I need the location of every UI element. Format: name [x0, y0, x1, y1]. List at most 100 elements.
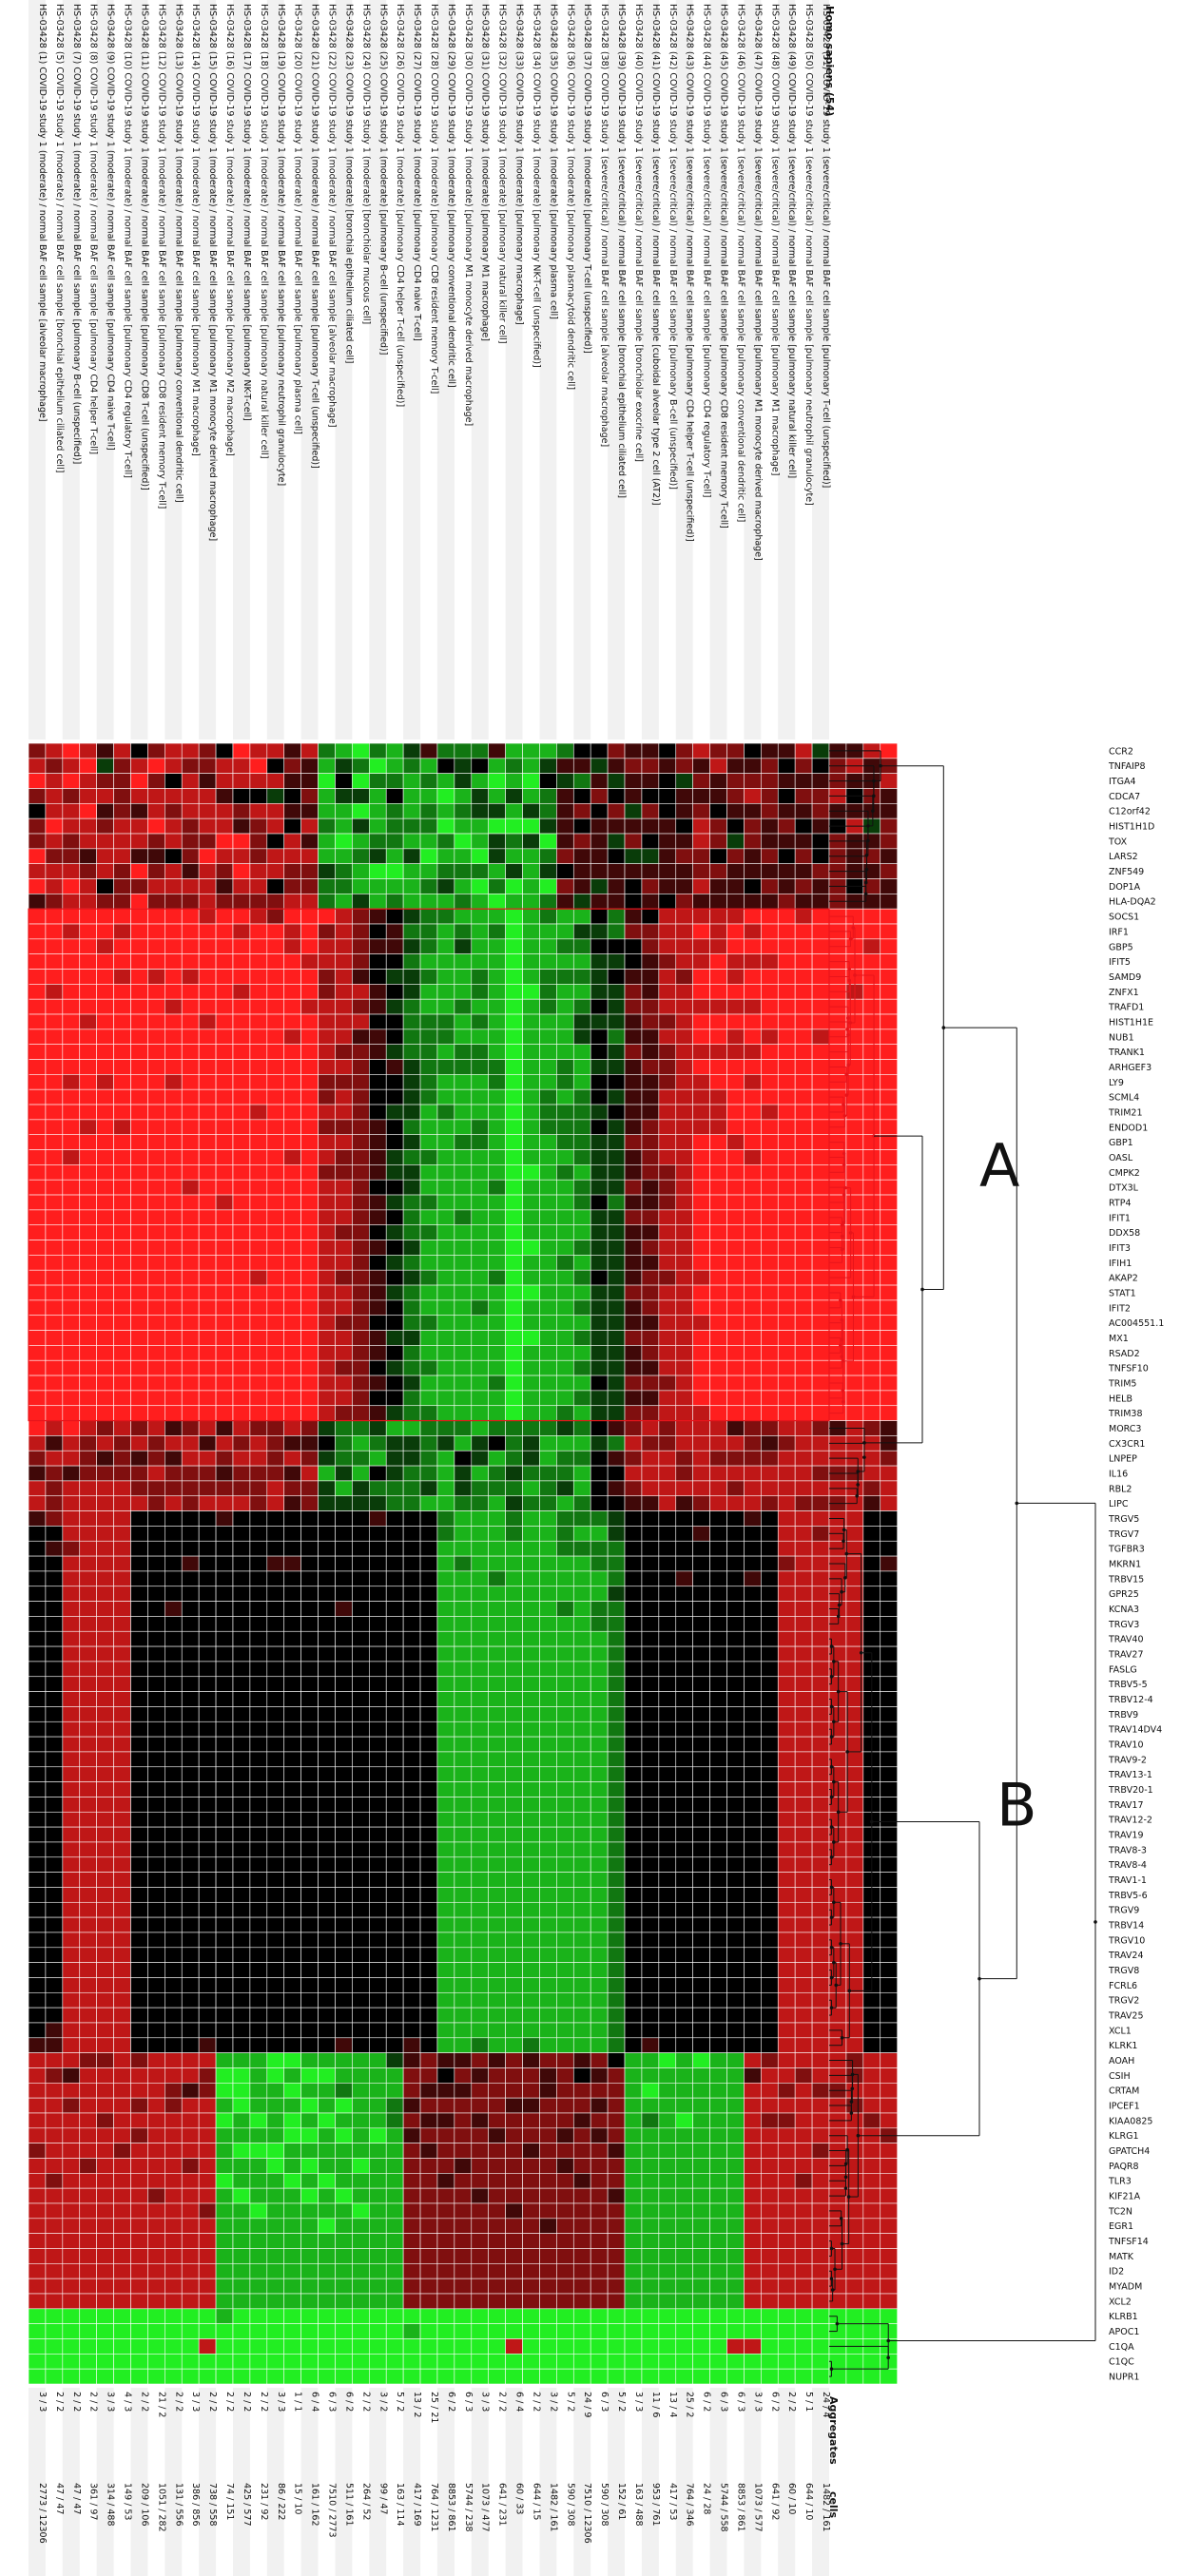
heatmap-cell — [454, 742, 473, 759]
heatmap-cell — [607, 1345, 626, 1361]
heatmap-cell — [181, 1887, 200, 1903]
heatmap-cell — [624, 1209, 643, 1226]
heatmap-cell — [419, 1495, 438, 1511]
heatmap-cell — [777, 1495, 796, 1511]
heatmap-cell — [488, 1616, 506, 1632]
heatmap-cell — [777, 1676, 796, 1692]
heatmap-cell — [130, 1149, 148, 1165]
heatmap-cell — [811, 1028, 830, 1045]
heatmap-cell — [675, 1074, 693, 1090]
heatmap-cell — [368, 1480, 387, 1497]
heatmap-cell — [113, 1164, 131, 1181]
heatmap-cell — [165, 1797, 183, 1813]
heatmap-cell — [709, 833, 727, 850]
heatmap-cell — [283, 788, 301, 804]
heatmap-cell — [556, 1495, 574, 1511]
heatmap-cell — [726, 2007, 745, 2024]
heatmap-cell — [761, 848, 779, 864]
heatmap-cell — [419, 1179, 438, 1196]
heatmap-cell — [658, 2052, 677, 2068]
heatmap-cell — [709, 1916, 727, 1933]
heatmap-cell — [352, 1872, 370, 1888]
heatmap-cell — [147, 1510, 165, 1527]
heatmap-cell — [402, 1570, 421, 1587]
heatmap-cell — [62, 1375, 81, 1392]
heatmap-cell — [402, 1074, 421, 1090]
heatmap-cell — [402, 984, 421, 1000]
column-label: HS-03428 (7) COVID-19 study 1 (moderate)… — [71, 4, 82, 464]
heatmap-cell — [147, 1841, 165, 1858]
heatmap-cell — [28, 984, 47, 1000]
heatmap-cell — [744, 1465, 762, 1482]
heatmap-cell — [130, 1586, 148, 1602]
heatmap-cell — [744, 1826, 762, 1843]
heatmap-cell — [471, 2007, 490, 2024]
heatmap-cell — [28, 1088, 47, 1105]
heatmap-cell — [368, 1977, 387, 1993]
heatmap-cell — [641, 1991, 660, 2009]
heatmap-cell — [318, 1209, 336, 1226]
heatmap-cell — [675, 1947, 693, 1963]
heatmap-cell — [318, 1119, 336, 1136]
heatmap-cell — [811, 1405, 830, 1421]
heatmap-cell — [318, 1269, 336, 1286]
heatmap-cell — [522, 788, 540, 804]
heatmap-cell — [505, 1450, 523, 1467]
heatmap-cell — [811, 984, 830, 1000]
heatmap-cell — [794, 1465, 813, 1482]
heatmap-cell — [880, 1465, 898, 1482]
heatmap-cell — [96, 1088, 114, 1105]
heatmap-cell — [318, 1570, 336, 1587]
heatmap-cell — [165, 923, 183, 940]
heatmap-cell — [28, 1345, 47, 1361]
heatmap-cell — [522, 1044, 540, 1060]
heatmap-cell — [744, 1134, 762, 1150]
heatmap-cell — [709, 788, 727, 804]
heatmap-cell — [709, 2112, 727, 2129]
heatmap-cell — [368, 908, 387, 925]
heatmap-cell — [45, 1540, 64, 1557]
heatmap-cell — [675, 817, 693, 835]
heatmap-cell — [266, 773, 285, 789]
heatmap-cell — [675, 1856, 693, 1873]
heatmap-cell — [471, 742, 490, 759]
heatmap-cell — [454, 1330, 473, 1346]
heatmap-cell — [811, 1420, 830, 1436]
heatmap-cell — [522, 1721, 540, 1738]
heatmap-cell — [522, 1601, 540, 1617]
heatmap-cell — [283, 984, 301, 1000]
heatmap-cell — [471, 1315, 490, 1331]
heatmap-cell — [539, 1224, 557, 1240]
heatmap-cell — [692, 2143, 710, 2159]
heatmap-cell — [572, 1766, 591, 1782]
heatmap-cell — [454, 1345, 473, 1361]
column-stripe — [96, 2388, 114, 2576]
heatmap-cell — [794, 1901, 813, 1918]
heatmap-cell — [641, 1480, 660, 1497]
heatmap-cell — [402, 1255, 421, 1271]
heatmap-cell — [454, 788, 473, 804]
heatmap-cell — [352, 848, 370, 864]
heatmap-cell — [675, 1841, 693, 1858]
heatmap-cell — [777, 2173, 796, 2189]
heatmap-cell — [368, 998, 387, 1015]
heatmap-cell — [232, 1540, 251, 1557]
heatmap-cell — [198, 742, 217, 759]
heatmap-cell — [522, 1797, 540, 1813]
heatmap-cell — [744, 1540, 762, 1557]
heatmap-cell — [130, 1269, 148, 1286]
heatmap-cell — [165, 863, 183, 879]
heatmap-cell — [300, 1540, 319, 1557]
heatmap-cell — [522, 878, 540, 894]
heatmap-cell — [624, 1284, 643, 1301]
heatmap-cell — [283, 1736, 301, 1753]
heatmap-cell — [283, 1088, 301, 1105]
heatmap-cell — [368, 1510, 387, 1527]
heatmap-cell — [658, 1405, 677, 1421]
heatmap-cell — [641, 1751, 660, 1768]
heatmap-cell — [709, 969, 727, 985]
heatmap-cell — [181, 817, 200, 835]
heatmap-cell — [471, 1074, 490, 1090]
column-label: HS-03428 (17) COVID-19 study 1 (moderate… — [242, 4, 252, 421]
heatmap-cell — [709, 908, 727, 925]
